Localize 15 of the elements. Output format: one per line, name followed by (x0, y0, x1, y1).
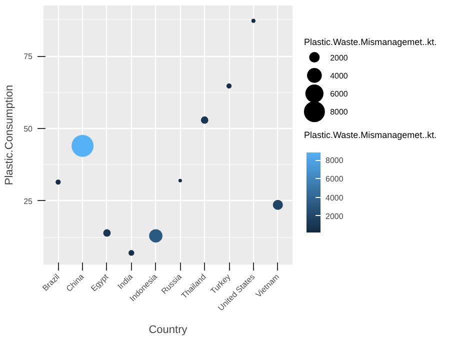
legend-label: 6000 (330, 90, 348, 99)
y-axis-title: Plastic.Consumption (4, 84, 16, 186)
legend-label: 2000 (330, 53, 348, 62)
color-bar-label: 4000 (326, 193, 344, 202)
color-bar-label: 2000 (326, 212, 344, 221)
y-tick-label: 75 (24, 52, 34, 62)
y-tick-label: 50 (24, 124, 34, 134)
legend-label: 4000 (330, 71, 348, 80)
y-tick-label: 25 (24, 196, 34, 206)
x-axis-title: Country (148, 324, 188, 336)
legend-title: Plastic.Waste.Mismanagemet..kt. (304, 36, 437, 47)
color-bar-label: 8000 (326, 156, 344, 166)
color-bar-label: 6000 (326, 174, 344, 184)
color-bar-title: Plastic.Waste.Mismanagemet..kt. (304, 130, 437, 140)
legend-label: 8000 (330, 108, 348, 117)
